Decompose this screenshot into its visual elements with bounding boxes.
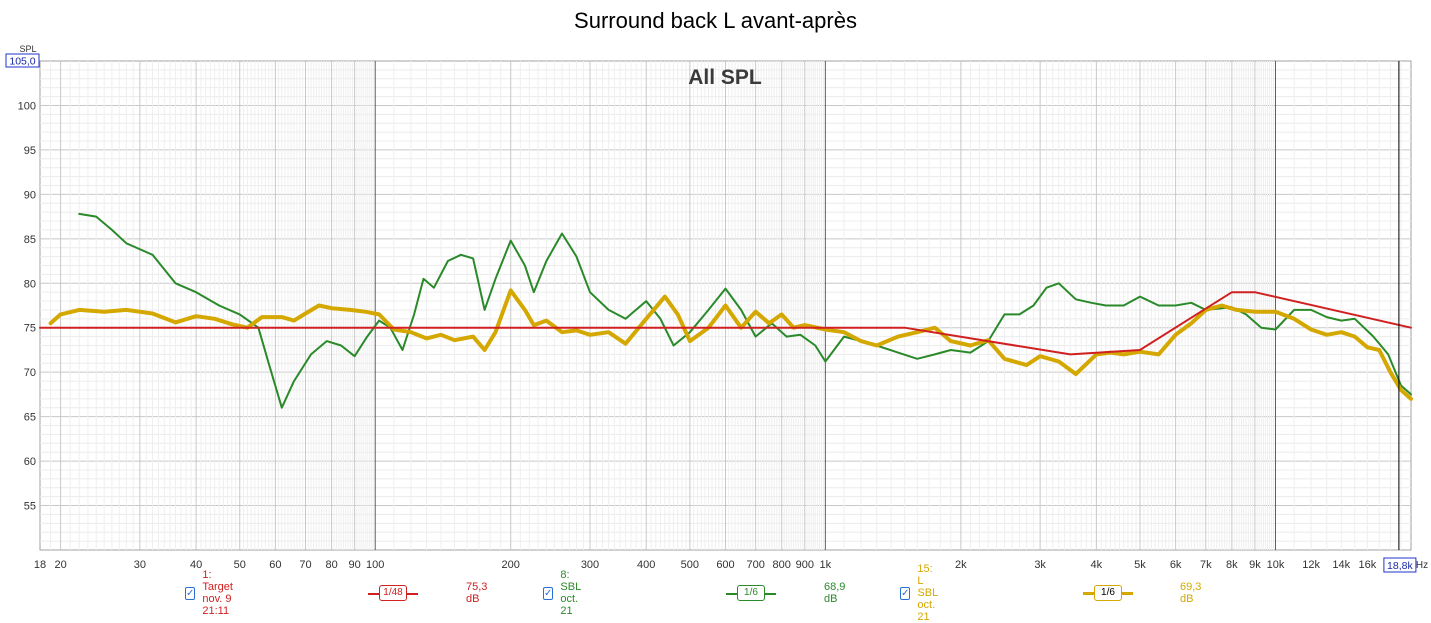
x-tick-label: 50	[234, 559, 246, 571]
x-tick-label: 400	[637, 559, 655, 571]
checkbox-icon[interactable]: ✓	[900, 586, 911, 600]
series-lines	[39, 212, 1413, 409]
x-tick-label: 12k	[1302, 559, 1320, 571]
legend-smoothing-sbl[interactable]: 1/6	[726, 583, 776, 603]
checkbox-icon[interactable]: ✓	[543, 586, 554, 600]
smoothing-label: 1/48	[379, 585, 407, 601]
x-tick-label: 30	[134, 559, 146, 571]
x-tick-label: 6k	[1170, 559, 1182, 571]
axes: 55 60 65 70 75 80 85 90 95 100 SPL 105,0 18 20 30 40 50 6…	[5, 44, 1428, 571]
x-tick-label: 18	[34, 559, 46, 571]
x-tick-label: 70	[299, 559, 311, 571]
legend-name: 8: SBL oct. 21	[560, 569, 581, 617]
x-tick-label: 1k	[820, 559, 832, 571]
checkbox-icon[interactable]: ✓	[185, 586, 196, 600]
y-tick-label: 60	[24, 456, 36, 468]
x-tick-label: 3k	[1034, 559, 1046, 571]
x-tick-label: 200	[502, 559, 520, 571]
x-tick-label: 100	[366, 559, 384, 571]
chart-title: Surround back L avant-après	[574, 8, 857, 33]
x-readout: 18,8k	[1387, 560, 1413, 572]
legend-name: 15: L SBL oct. 21	[917, 563, 938, 623]
x-tick-label: 40	[190, 559, 202, 571]
legend-smoothing-l-sbl[interactable]: 1/6	[1083, 583, 1133, 603]
y-tick-label: 90	[24, 189, 36, 201]
x-tick-label: 8k	[1226, 559, 1238, 571]
y-tick-label: 55	[24, 501, 36, 513]
legend-level: 69,3 dB	[1180, 581, 1202, 605]
y-readout: 105,0	[9, 56, 35, 68]
line-swatch-icon: 1/6	[1083, 585, 1133, 601]
x-tick-label: 700	[746, 559, 764, 571]
y-tick-label: 80	[24, 278, 36, 290]
x-axis-unit: Hz	[1416, 560, 1428, 571]
spl-chart[interactable]: 55 60 65 70 75 80 85 90 95 100 SPL 105,0 18 20 30 40 50 6…	[0, 0, 1431, 580]
overlay: 18,8k	[1383, 61, 1417, 573]
y-tick-label: 85	[24, 234, 36, 246]
x-tick-label: 5k	[1134, 559, 1146, 571]
x-tick-label: 7k	[1200, 559, 1212, 571]
legend-smoothing-target[interactable]: 1/48	[368, 583, 418, 603]
line-swatch-icon: 1/48	[368, 585, 418, 601]
x-tick-label: 500	[681, 559, 699, 571]
x-tick-label: 10k	[1267, 559, 1285, 571]
y-tick-label: 70	[24, 367, 36, 379]
x-tick-label: 4k	[1091, 559, 1103, 571]
x-tick-label: 9k	[1249, 559, 1261, 571]
legend-item-l-sbl[interactable]: ✓ 15: L SBL oct. 21	[900, 563, 940, 623]
series-line-1	[39, 291, 1412, 356]
legend-level: 68,9 dB	[824, 581, 846, 605]
y-readout-box	[5, 53, 40, 68]
legend-item-sbl[interactable]: ✓ 8: SBL oct. 21	[543, 569, 583, 617]
y-tick-label: 65	[24, 412, 36, 424]
x-tick-label: 800	[773, 559, 791, 571]
x-tick-label: 80	[325, 559, 337, 571]
inner-title: All SPL	[688, 66, 762, 89]
y-axis-label: SPL	[19, 44, 36, 54]
x-tick-label: 20	[54, 559, 66, 571]
x-tick-label: 900	[796, 559, 814, 571]
smoothing-label: 1/6	[737, 585, 765, 601]
x-readout-box	[1383, 557, 1417, 573]
x-tick-label: 16k	[1359, 559, 1377, 571]
x-tick-label: 90	[349, 559, 361, 571]
legend-name: 1: Target nov. 9 21:11	[202, 569, 233, 617]
series-line-3	[48, 288, 1413, 401]
x-tick-label: 600	[716, 559, 734, 571]
series-line-2	[78, 212, 1412, 409]
x-tick-label: 300	[581, 559, 599, 571]
x-tick-label: 14k	[1332, 559, 1350, 571]
y-tick-label: 95	[24, 145, 36, 157]
y-tick-label: 75	[24, 323, 36, 335]
y-tick-label: 100	[18, 100, 36, 112]
x-tick-label: 60	[269, 559, 281, 571]
legend-item-target[interactable]: ✓ 1: Target nov. 9 21:11	[185, 569, 236, 617]
legend-level: 75,3 dB	[466, 581, 488, 605]
line-swatch-icon: 1/6	[726, 585, 776, 601]
x-tick-label: 2k	[955, 559, 967, 571]
smoothing-label: 1/6	[1094, 585, 1122, 601]
